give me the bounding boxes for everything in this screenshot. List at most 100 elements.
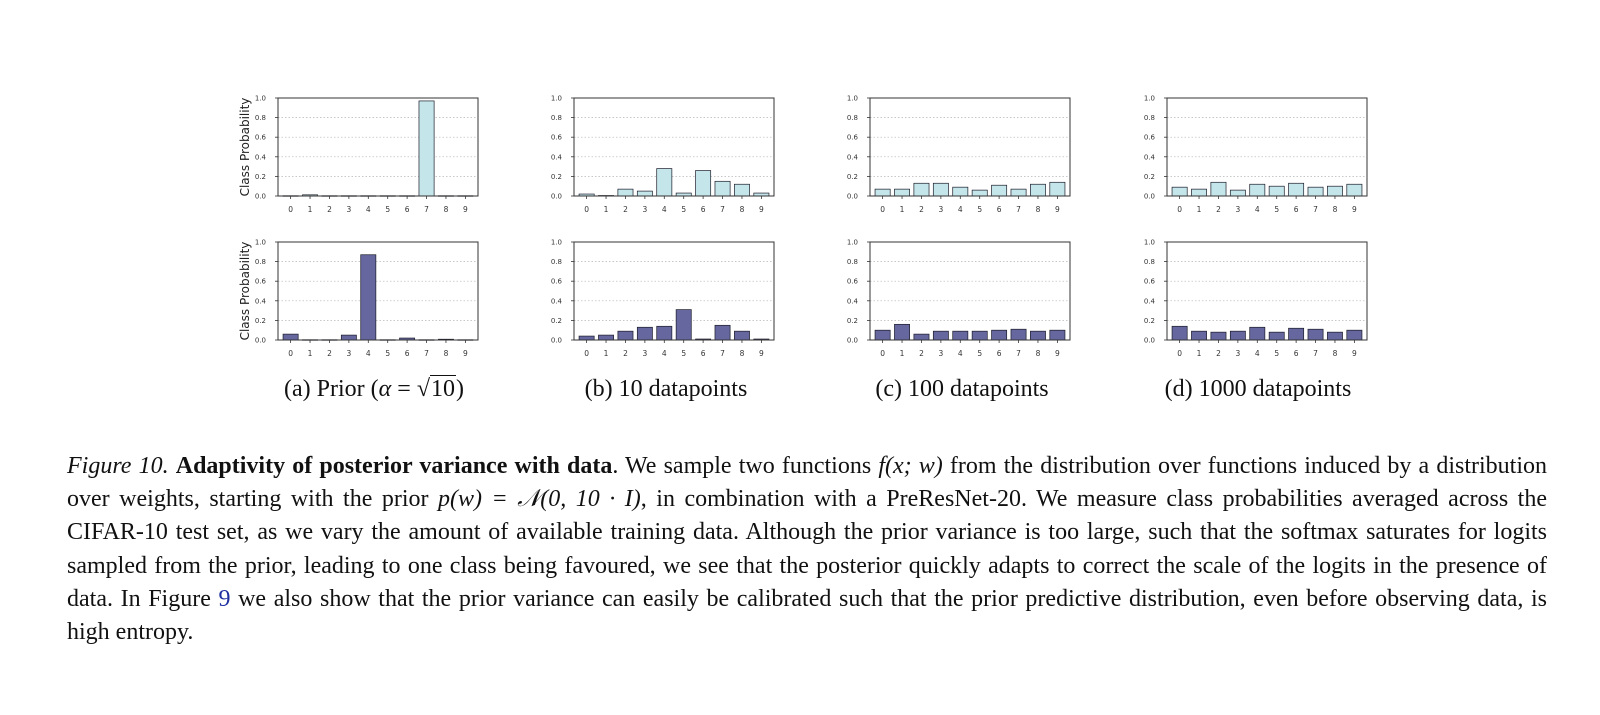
panel-b-row2-ytick-label-0.6: 0.6: [551, 278, 563, 286]
panel-a-row1-ytick-label-0.0: 0.0: [255, 193, 266, 201]
subcaption-a-alpha: α: [378, 376, 392, 402]
panel-d-row1-bar-5: [1268, 185, 1285, 197]
panel-a-row1-xtick-label-4: 4: [366, 205, 371, 214]
panel-c-row1-bar-1: [894, 188, 910, 197]
caption-figure-ref[interactable]: 9: [218, 585, 231, 612]
subcaption-b: (b) 10 datapoints: [516, 376, 816, 403]
panel-d-row1-xtick-label-4: 4: [1255, 205, 1260, 214]
panel-c-row2-ytick-label-0.4: 0.4: [847, 297, 859, 305]
panel-a-row2-bar-3: [340, 334, 357, 341]
subcaption-a-text-post: ): [455, 376, 464, 402]
caption-text-1: . We sample two functions: [612, 453, 879, 479]
panel-d-row2-xtick-label-1: 1: [1197, 349, 1202, 358]
panel-d-row1: 0.0 0.2 0.4 0.6 0.8 1.0 0 1 2 3 4 5 6 7 8 9: [1144, 95, 1368, 214]
panel-a-row2-ytick-label-0.2: 0.2: [255, 317, 266, 325]
panel-d-row2-ytick-label-0.4: 0.4: [1144, 297, 1156, 305]
panel-b-row2-bar-4: [656, 325, 673, 341]
panel-a-row2-xtick-label-4: 4: [366, 349, 371, 358]
panel-d-row2-bar-8: [1327, 331, 1343, 341]
panel-b-row2-ytick-label-0.0: 0.0: [551, 337, 562, 345]
caption-label: Figure 10.: [67, 453, 169, 479]
panel-c-row1-bar-9: [1049, 181, 1066, 197]
panel-d-row1-ytick-label-0.2: 0.2: [1144, 173, 1155, 181]
panel-d-row2-bar-7: [1307, 328, 1324, 341]
panel-a-row2-ylabel: Class Probability: [238, 242, 252, 341]
panel-b-row1-xtick-label-6: 6: [701, 205, 706, 214]
panel-b-row1-xtick-label-1: 1: [604, 205, 609, 214]
panel-c-row1-xtick-label-6: 6: [997, 205, 1002, 214]
panel-c-row2-ytick-label-0.6: 0.6: [847, 278, 859, 286]
panel-c-row1-axes-frame: [869, 97, 1071, 197]
panel-d-row2-xtick-label-7: 7: [1313, 349, 1318, 358]
panel-a-row2-xtick-label-5: 5: [385, 349, 390, 358]
panel-c-row2-ytick-label-0.8: 0.8: [847, 258, 858, 266]
panel-b-row1: 0.0 0.2 0.4 0.6 0.8 1.0 0 1 2 3 4 5 6 7 8 9: [551, 95, 775, 214]
panel-b-row1-bar-6: [695, 170, 712, 197]
panel-c-row2-bar-2: [913, 333, 930, 341]
panel-a-row2-bar-4: [360, 254, 377, 341]
panel-b-row1-ytick-label-0.8: 0.8: [551, 114, 562, 122]
panel-d-row1-bar-3: [1229, 189, 1246, 197]
panel-c-row2-xtick-label-6: 6: [997, 349, 1002, 358]
subcaption-a-sqrt-arg: 10: [429, 375, 456, 402]
subcaption-c: (c) 100 datapoints: [812, 376, 1112, 403]
panel-c-row2-xtick-label-3: 3: [938, 349, 943, 358]
panel-a-row1-xtick-label-6: 6: [405, 205, 410, 214]
caption-math-2: p(w) = 𝒩(0, 10 · I): [438, 486, 641, 513]
panel-a-row1-ylabel: Class Probability: [238, 98, 252, 197]
panel-a-row2-xtick-label-0: 0: [288, 349, 293, 358]
panel-d-row1-bar-0: [1171, 186, 1188, 197]
panel-c-row1-ytick-label-1.0: 1.0: [847, 95, 858, 103]
panel-c-row2-bar-5: [971, 330, 988, 341]
panel-d-row2-xtick-label-9: 9: [1352, 349, 1357, 358]
panel-c-row2-xtick-label-8: 8: [1036, 349, 1041, 358]
panel-c-row1-bar-6: [991, 184, 1008, 197]
panel-c-row1-ytick-label-0.2: 0.2: [847, 173, 858, 181]
panel-a-row2-ytick-label-0.8: 0.8: [255, 258, 266, 266]
panel-a-row1-xtick-label-5: 5: [385, 205, 390, 214]
panel-d-row1-ytick-label-0.4: 0.4: [1144, 153, 1156, 161]
subcaption-d: (d) 1000 datapoints: [1108, 376, 1408, 403]
panel-c-row1: 0.0 0.2 0.4 0.6 0.8 1.0 0 1 2 3 4 5 6 7 8 9: [847, 95, 1071, 214]
panel-a-row1-xtick-label-7: 7: [424, 205, 429, 214]
panel-d-row2-xtick-label-4: 4: [1255, 349, 1260, 358]
panel-b-row2-xtick-label-6: 6: [701, 349, 706, 358]
figure-caption: Figure 10. Adaptivity of posterior varia…: [67, 450, 1547, 649]
panel-b-row1-xtick-label-7: 7: [720, 205, 725, 214]
panel-a-row2-xtick-label-2: 2: [327, 349, 332, 358]
panel-c-row1-xtick-label-5: 5: [977, 205, 982, 214]
panel-d-row1-xtick-label-3: 3: [1235, 205, 1240, 214]
panel-a-row2-bar-0: [282, 333, 299, 341]
panel-a-row2-xtick-label-1: 1: [308, 349, 313, 358]
panel-d-row2-bar-0: [1171, 325, 1188, 341]
panel-c-row2-ytick-label-0.2: 0.2: [847, 317, 858, 325]
figure-panels: 0.0 0.2 0.4 0.6 0.8 1.0 0 1 2 3 4 5 6 7 8 9 Class Probab…: [238, 95, 1368, 358]
panel-c-row2-xtick-label-4: 4: [958, 349, 963, 358]
panel-a-row1-ytick-label-0.4: 0.4: [255, 153, 267, 161]
panel-d-row2-xtick-label-3: 3: [1235, 349, 1240, 358]
panel-c-row2-bar-6: [991, 329, 1008, 341]
panel-c-row2-xtick-label-5: 5: [977, 349, 982, 358]
panel-a-row1-xtick-label-0: 0: [288, 205, 293, 214]
panel-b-row2-xtick-label-9: 9: [759, 349, 764, 358]
panel-d-row1-bar-4: [1249, 183, 1266, 197]
panel-d-row1-bar-9: [1346, 183, 1363, 197]
panel-a-row2-xtick-label-3: 3: [346, 349, 351, 358]
panel-c-row1-ytick-label-0.6: 0.6: [847, 134, 859, 142]
panel-d-row2-xtick-label-5: 5: [1274, 349, 1279, 358]
panel-a-row1-ytick-label-0.2: 0.2: [255, 173, 266, 181]
panel-c-row1-bar-8: [1030, 183, 1046, 197]
panel-d-row2-axes-frame: [1166, 241, 1368, 341]
caption-math-1: f(x; w): [878, 453, 943, 479]
panel-d-row2-bar-5: [1268, 331, 1285, 341]
panel-d-row2-xtick-label-6: 6: [1294, 349, 1299, 358]
panel-d-row2-bar-9: [1346, 329, 1363, 341]
panel-c-row2-bar-7: [1010, 328, 1027, 341]
panel-b-row2-bar-0: [578, 335, 595, 341]
panel-c-row1-bar-0: [874, 188, 891, 197]
subcaption-b-label: (b): [584, 376, 613, 402]
subcaption-d-label: (d): [1164, 376, 1193, 402]
panel-b-row2-xtick-label-1: 1: [604, 349, 609, 358]
panel-b-row1-bar-7: [714, 180, 731, 197]
panel-b-row1-xtick-label-8: 8: [740, 205, 745, 214]
